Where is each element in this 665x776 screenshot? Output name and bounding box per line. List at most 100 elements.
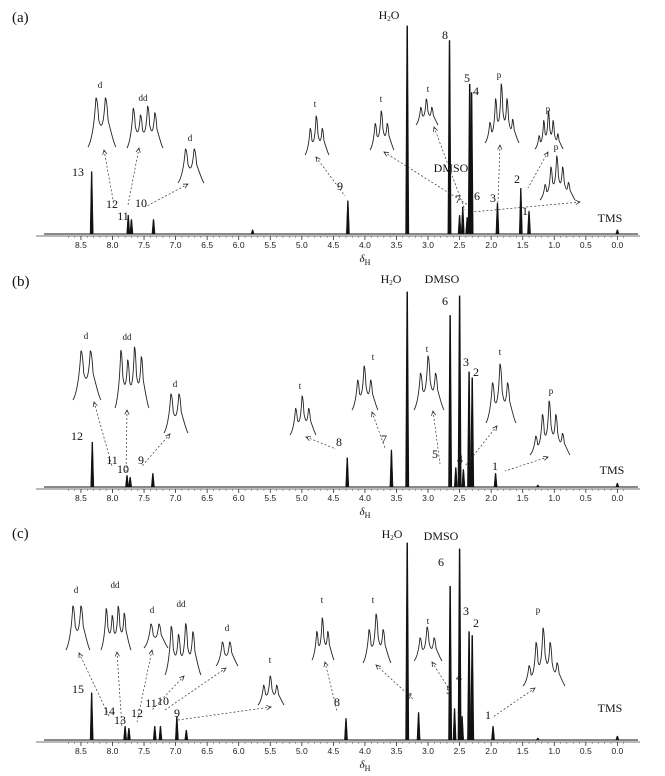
peak-label: 4 [473,84,479,98]
peak-label: 3 [490,191,496,205]
x-tick-label: 3.0 [422,493,434,503]
x-tick-label: 5.5 [264,746,276,756]
x-tick-label: 1.5 [517,493,529,503]
multiplet-inset [100,605,132,651]
x-tick-label: 1.0 [548,493,560,503]
multiplet-inset [143,623,169,649]
spectrum-peak [346,200,350,235]
multiplet-inset [485,363,517,424]
leader-arrow [497,144,501,203]
x-tick-label: 8.5 [75,240,87,250]
multiplet-inset [351,365,379,411]
spectrum-peak [467,631,471,741]
panel-label: (a) [12,10,29,26]
spectrum-peak [615,229,620,235]
multiplicity-label: t [321,595,324,605]
peak-label: 11 [145,696,157,710]
x-tick-label: 3.5 [391,493,403,503]
spectrum-peak [467,371,471,488]
spectrum-peak [457,295,462,488]
peak-label: 3 [463,604,469,618]
multiplicity-label: d [188,133,193,143]
peak-label: 5 [446,683,452,697]
x-tick-label: 8.0 [107,240,119,250]
arrow-head [92,401,98,407]
spectrum-peak [127,727,131,741]
arrow-head [431,410,437,416]
peak-label: 8 [442,28,448,42]
peak-label: 6 [438,555,444,569]
arrow-head [543,151,549,158]
peak-label: 5 [464,71,470,85]
peak-label: 2 [473,616,479,630]
leader-arrow [136,649,153,723]
spectrum-peak [151,473,155,488]
x-tick-label: 6.0 [233,240,245,250]
spectrum-peak [452,708,457,741]
spectrum-peak [457,215,462,235]
x-tick-label: 5.5 [264,493,276,503]
spectrum-peak [615,735,620,741]
spectrum-peak [125,475,129,488]
peak-label: 11 [117,209,129,223]
arrow-head [179,675,185,681]
spectrum-peak [453,467,458,488]
arrow-head [305,436,312,441]
multiplicity-label: dd [177,599,187,609]
peak-label: 10 [157,694,169,708]
arrow-head [182,183,189,189]
multiplicity-label: d [173,379,178,389]
spectrum-peak [493,473,498,488]
peak-label: H2O [379,8,400,23]
multiplicity-label: t [499,347,502,357]
x-tick-label: 2.5 [454,240,466,250]
spectrum-peak [405,542,410,741]
x-tick-label: 1.5 [517,240,529,250]
multiplicity-label: t [299,381,302,391]
x-tick-label: 0.0 [611,746,623,756]
spectrum-peak [389,449,394,488]
x-tick-label: 7.5 [138,240,150,250]
x-tick-label: 0.5 [580,493,592,503]
x-tick-label: 2.5 [454,746,466,756]
spectrum-panel: (a) 8.5 8.0 7.5 7.0 6.5 6.0 5.5 5.0 4.5 4.0 3.5 3.0 2… [12,8,640,267]
x-tick-label: 6.5 [201,240,213,250]
x-tick-label: 2.5 [454,493,466,503]
multiplicity-label: d [84,331,89,341]
x-tick-label: 7.0 [170,746,182,756]
multiplet-inset [163,393,189,434]
multiplicity-label: p [549,386,554,396]
leader-arrow [375,664,414,700]
x-tick-label: 6.5 [201,746,213,756]
spectrum-peak [123,725,127,741]
spectrum-peak [527,210,531,235]
x-tick-label: 4.5 [327,240,339,250]
spectrum-peak [448,586,453,741]
arrow-head [323,661,329,667]
spectrum-peak [495,202,500,235]
multiplicity-label: d [74,585,79,595]
x-axis-title: δH [359,506,370,520]
leader-arrow [315,156,346,197]
leader-arrow [527,151,549,189]
multiplet-inset [164,623,202,676]
x-tick-label: 8.0 [107,493,119,503]
peak-label: 1 [492,459,498,473]
spectrum-peak [89,692,94,741]
spectrum-peak [184,729,189,741]
x-tick-label: 3.0 [422,240,434,250]
x-tick-label: 5.0 [296,493,308,503]
spectrum-peak [128,477,132,488]
x-axis-title: δH [359,759,370,773]
x-tick-label: 7.0 [170,493,182,503]
multiplet-inset [65,605,91,651]
multiplet-inset [304,115,330,156]
multiplet-inset [529,400,571,456]
spectrum-panel: (b) 8.5 8.0 7.5 7.0 6.5 6.0 5.5 5.0 4.5 4.0 3.5 3.0 2… [12,272,640,520]
x-tick-label: 0.0 [611,493,623,503]
spectrum-peak [491,725,495,741]
peak-label: 9 [138,453,144,467]
multiplicity-label: d [225,623,230,633]
x-tick-label: 4.0 [359,746,371,756]
multiplicity-label: dd [139,93,149,103]
